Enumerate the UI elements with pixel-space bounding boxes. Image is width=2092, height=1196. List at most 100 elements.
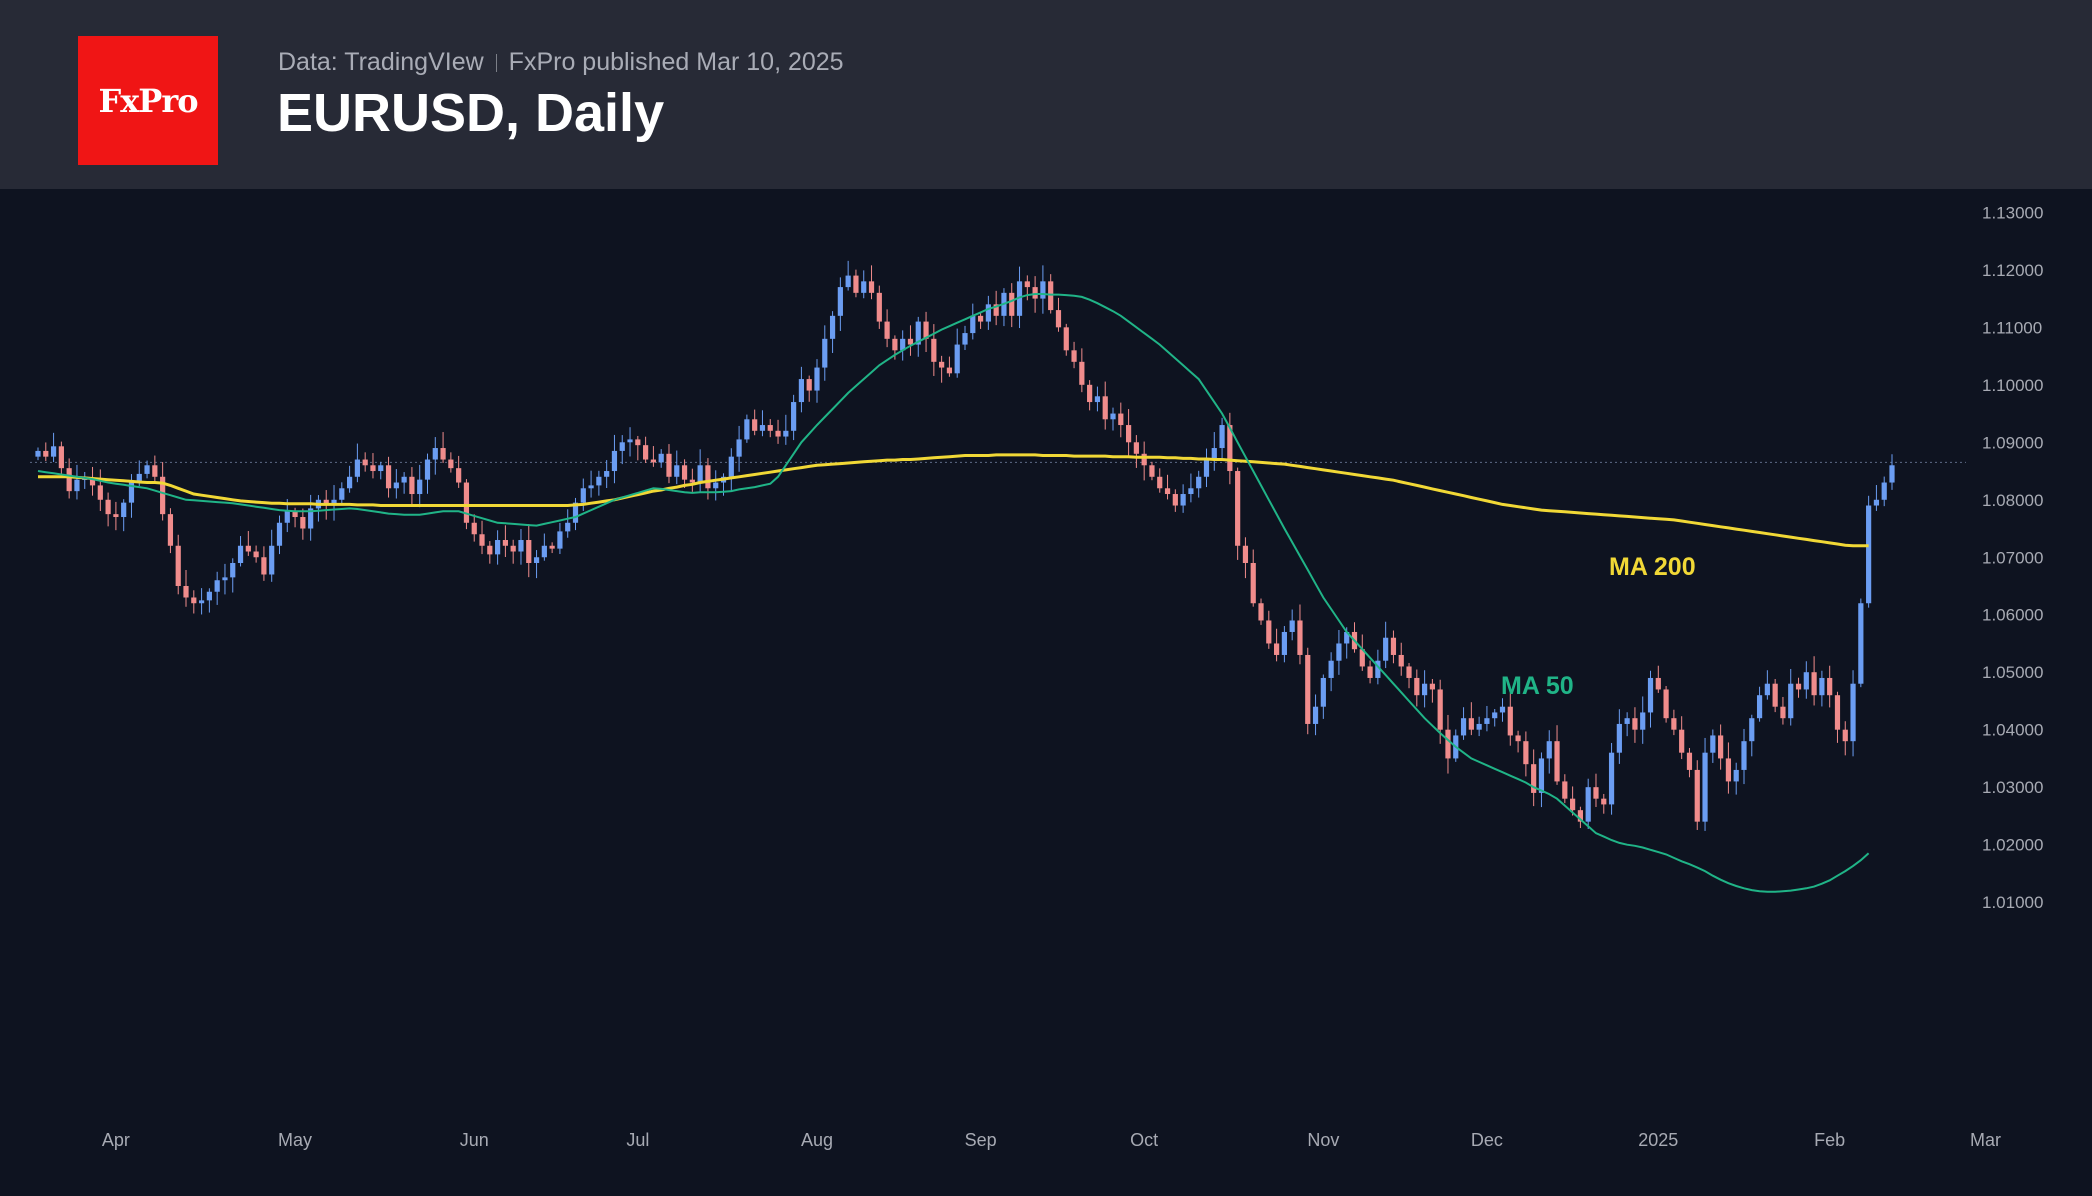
candle-down (1694, 769, 1700, 822)
meta-separator (495, 54, 497, 72)
candle-up (1422, 683, 1428, 696)
candle-down (1009, 292, 1015, 316)
candle-up (900, 338, 906, 351)
candle-down (666, 453, 672, 477)
candle-up (424, 459, 431, 480)
candle-up (837, 287, 843, 316)
candle-down (97, 485, 103, 500)
candle-up (1756, 695, 1763, 719)
candle-up (1788, 683, 1794, 719)
candle-down (923, 321, 929, 339)
candle-down (1102, 396, 1108, 420)
candle-up (432, 448, 438, 460)
x-tick-label: Oct (1130, 1130, 1158, 1150)
candle-up (1585, 787, 1591, 822)
candle-up (128, 482, 135, 503)
candle-up (1702, 752, 1708, 822)
candle-up (1180, 494, 1186, 506)
candle-up (1803, 672, 1809, 690)
candle-up (1016, 281, 1023, 316)
candle-up (1281, 631, 1287, 655)
candle-up (697, 465, 703, 483)
candle-down (1632, 718, 1638, 730)
candle-down (323, 499, 329, 506)
candle-up (136, 473, 142, 483)
candle-down (1468, 718, 1474, 730)
candle-down (1406, 666, 1412, 678)
y-tick-label: 1.12000 (1982, 261, 2043, 280)
candle-down (549, 545, 555, 549)
candle-down (245, 545, 251, 552)
candle-down (1079, 361, 1085, 385)
x-tick-label: Sep (965, 1130, 997, 1150)
candle-down (1679, 729, 1685, 753)
y-tick-label: 1.01000 (1982, 893, 2043, 912)
candle-down (1414, 677, 1420, 696)
candle-down (1780, 706, 1786, 719)
candle-down (1273, 643, 1280, 655)
candle-up (829, 315, 836, 339)
candle-up (144, 465, 150, 474)
candle-up (611, 450, 618, 472)
fxpro-logo: FxPro (78, 36, 218, 165)
candle-down (1593, 787, 1599, 799)
candle-down (1266, 620, 1272, 644)
candle-down (152, 465, 158, 477)
candle-down (1834, 695, 1841, 730)
candle-down (1071, 350, 1077, 362)
candle-up (1858, 603, 1864, 684)
x-tick-label: Feb (1814, 1130, 1845, 1150)
candle-down (876, 292, 882, 322)
candle-down (1024, 281, 1030, 288)
candle-up (1336, 643, 1342, 661)
y-axis: 1.13000 1.12000 1.11000 1.10000 1.09000 1.080… (1982, 203, 2043, 912)
candle-up (783, 430, 789, 437)
candle-down (1118, 413, 1124, 426)
candle-down (261, 557, 267, 575)
candle-down (1133, 442, 1139, 454)
candle-up (962, 333, 968, 345)
candle-up (1492, 712, 1498, 719)
candle-up (308, 508, 314, 529)
candle-down (1242, 545, 1249, 563)
candle-up (50, 446, 57, 457)
candle-down (993, 304, 999, 316)
candle-up (627, 439, 633, 443)
y-tick-label: 1.10000 (1982, 376, 2043, 395)
candle-up (533, 557, 540, 563)
candle-down (105, 499, 111, 515)
candle-down (1554, 741, 1560, 782)
candle-down (362, 459, 368, 466)
candle-up (230, 563, 236, 578)
candle-up (417, 479, 423, 495)
candle-down (1686, 752, 1693, 770)
x-tick-label: Dec (1471, 1130, 1503, 1150)
candle-down (1297, 620, 1303, 655)
candle-up (915, 321, 921, 345)
candle-down (167, 514, 174, 546)
candle-up (1733, 769, 1739, 782)
candle-down (1063, 327, 1069, 351)
candle-down (1398, 654, 1404, 667)
candle-up (206, 591, 212, 601)
x-tick-label: Nov (1307, 1130, 1339, 1150)
candle-up (728, 456, 734, 477)
candle-up (378, 465, 384, 472)
candle-down (1227, 425, 1233, 472)
candle-up (658, 453, 664, 463)
candle-down (1437, 689, 1443, 730)
candle-down (1048, 281, 1054, 311)
candle-up (401, 476, 407, 483)
ma200-line (38, 453, 1869, 548)
candle-up (1344, 631, 1350, 644)
y-tick-label: 1.05000 (1982, 663, 2043, 682)
candle-down (775, 430, 781, 437)
candle-up (1328, 660, 1334, 678)
candle-up (619, 442, 625, 451)
candle-down (868, 281, 875, 293)
candle-down (1531, 764, 1537, 793)
candle-down (1367, 666, 1373, 678)
candle-down (1507, 706, 1513, 736)
candle-up (1196, 476, 1202, 489)
candle-up (331, 499, 337, 506)
